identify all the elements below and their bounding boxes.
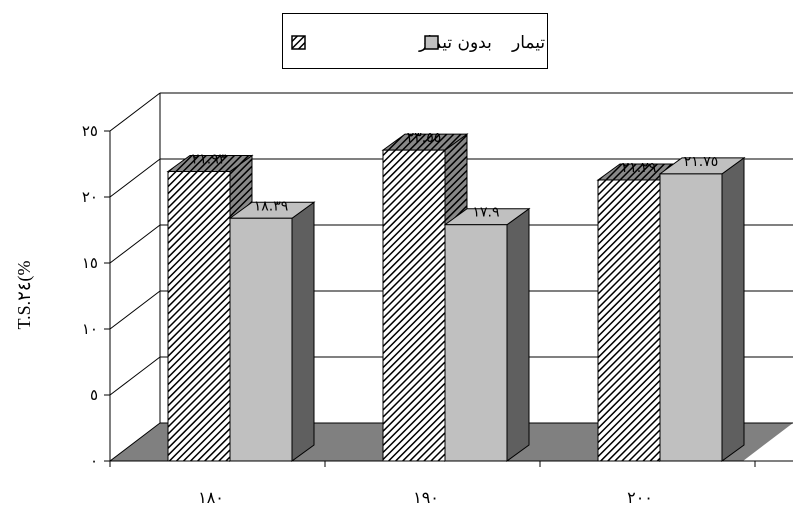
y-tick-label: ٠ [90,452,98,470]
bar-side-face [291,201,315,462]
bar-side-face [721,156,745,462]
data-label: ١٨.٣٩ [254,198,289,214]
gridline-diagonal [109,422,161,462]
gridline-diagonal [109,92,161,132]
data-label: ١٧.٩ [472,205,499,221]
y-tick-label: ١٠ [82,320,98,338]
data-labels: ٢١.٩٣ ٢٣.٥٥ ٢١.٢٩ ١٨.٣٩ ١٧.٩ ٢١.٧٥ [192,130,719,221]
data-label: ٢١.٩٣ [192,152,227,168]
x-category-label: ٢٠٠ [627,488,653,507]
y-tick-label: ١٥ [82,254,98,272]
y-axis-title: T.S.٢٤(% [14,260,35,329]
legend-label-treated: با تیمار [511,33,549,53]
bar-treated-1 [443,207,531,462]
data-label: ٢٣.٥٥ [407,130,442,146]
bar-treated-0 [228,201,316,462]
data-label: ٢١.٧٥ [684,154,719,170]
bar-front-face [229,217,293,462]
legend-swatch-treated [424,35,439,50]
gridline-diagonal [109,356,161,396]
x-category-label: ١٩٠ [413,488,439,507]
legend-swatch-untreated [291,35,306,50]
bar-front-face [597,179,661,462]
y-axis-ticks: ٠ ٥ ١٠ ١٥ ٢٠ ٢٥ [82,122,110,470]
legend: بدون تیمار با تیمار [282,13,549,69]
bar-front-face [444,224,508,462]
gridline-diagonal [109,290,161,330]
y-tick-label: ٥ [90,386,98,404]
y-tick-label: ٢٠ [82,188,98,206]
bar-front-face [382,149,446,462]
bar-group [166,133,746,462]
y-tick-label: ٢٥ [82,122,98,140]
bar-treated-2 [658,156,746,462]
gridline-diagonal [109,224,161,264]
x-axis-category-labels: ١٨٠ ١٩٠ ٢٠٠ [109,461,756,507]
x-category-label: ١٨٠ [198,488,224,507]
bar-front-face [659,173,723,462]
gridline-diagonal [109,158,161,198]
bar-front-face [167,171,231,462]
bar-side-face [506,207,530,462]
data-label: ٢١.٢٩ [622,160,657,176]
